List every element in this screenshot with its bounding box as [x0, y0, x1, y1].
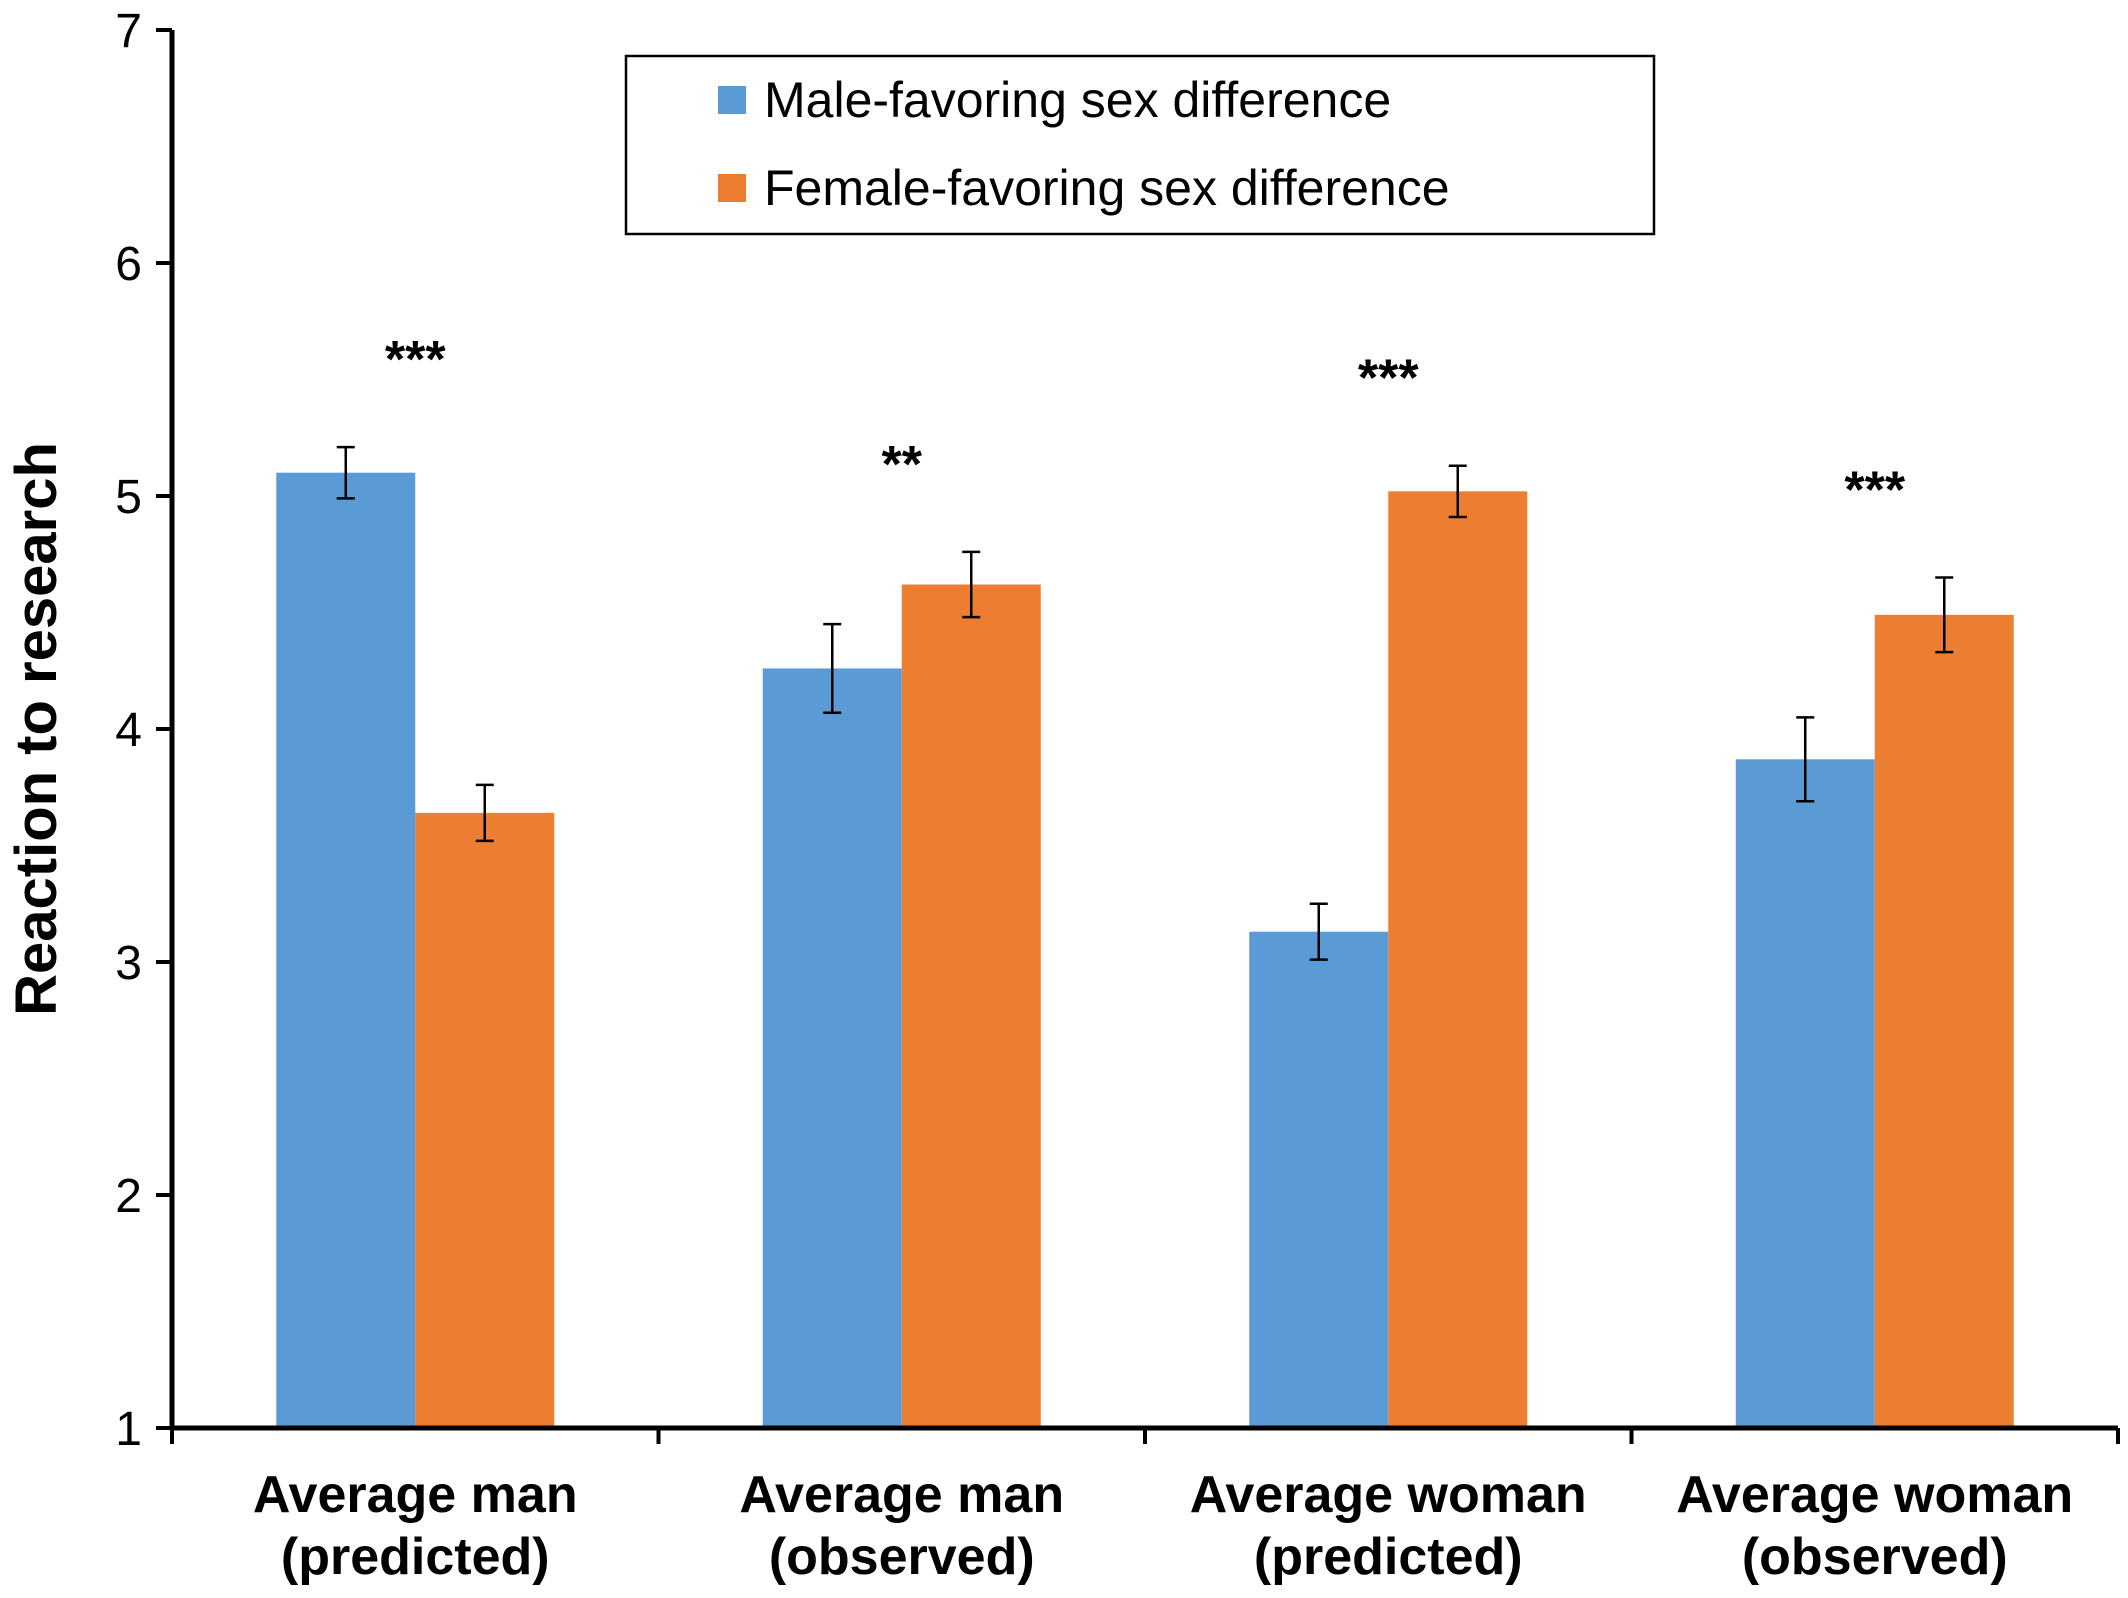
significance-label: *** [1844, 462, 1905, 520]
bar [276, 472, 416, 1428]
x-category-label: (predicted) [1254, 1528, 1523, 1586]
x-category-label: (predicted) [281, 1528, 550, 1586]
y-tick-label: 7 [115, 5, 142, 58]
y-tick-label: 1 [115, 1403, 142, 1456]
errorbars-layer [336, 445, 1954, 961]
bar [1388, 491, 1528, 1429]
bar [762, 668, 902, 1428]
significance-label: *** [1358, 350, 1419, 408]
axes-layer [156, 28, 2120, 1444]
bar [415, 812, 555, 1428]
significance-label: ** [882, 436, 923, 494]
y-axis-label: Reaction to research [4, 442, 69, 1016]
legend-label: Female-favoring sex difference [764, 160, 1450, 216]
legend-swatch [718, 86, 746, 114]
y-tick-label: 6 [115, 238, 142, 291]
x-category-label: Average woman [1676, 1466, 2073, 1524]
x-category-label: (observed) [1742, 1528, 2008, 1586]
legend-layer: Male-favoring sex difference Female-favor… [624, 54, 1656, 236]
bars-layer [276, 472, 2014, 1429]
legend-label: Male-favoring sex difference [764, 72, 1391, 128]
y-tick-label: 4 [115, 704, 142, 757]
x-category-label: (observed) [769, 1528, 1035, 1586]
y-tick-label: 5 [115, 471, 142, 524]
y-tick-label: 3 [115, 937, 142, 990]
x-category-label: Average man [739, 1466, 1064, 1524]
legend-box [624, 54, 1656, 236]
bar [901, 584, 1041, 1428]
x-category-label: Average man [253, 1466, 578, 1524]
y-tick-label: 2 [115, 1170, 142, 1223]
bar [1735, 759, 1875, 1428]
legend-swatch [718, 174, 746, 202]
significance-label: *** [385, 331, 446, 389]
bar [1874, 614, 2014, 1428]
x-category-label: Average woman [1190, 1466, 1587, 1524]
bar [1249, 931, 1389, 1428]
